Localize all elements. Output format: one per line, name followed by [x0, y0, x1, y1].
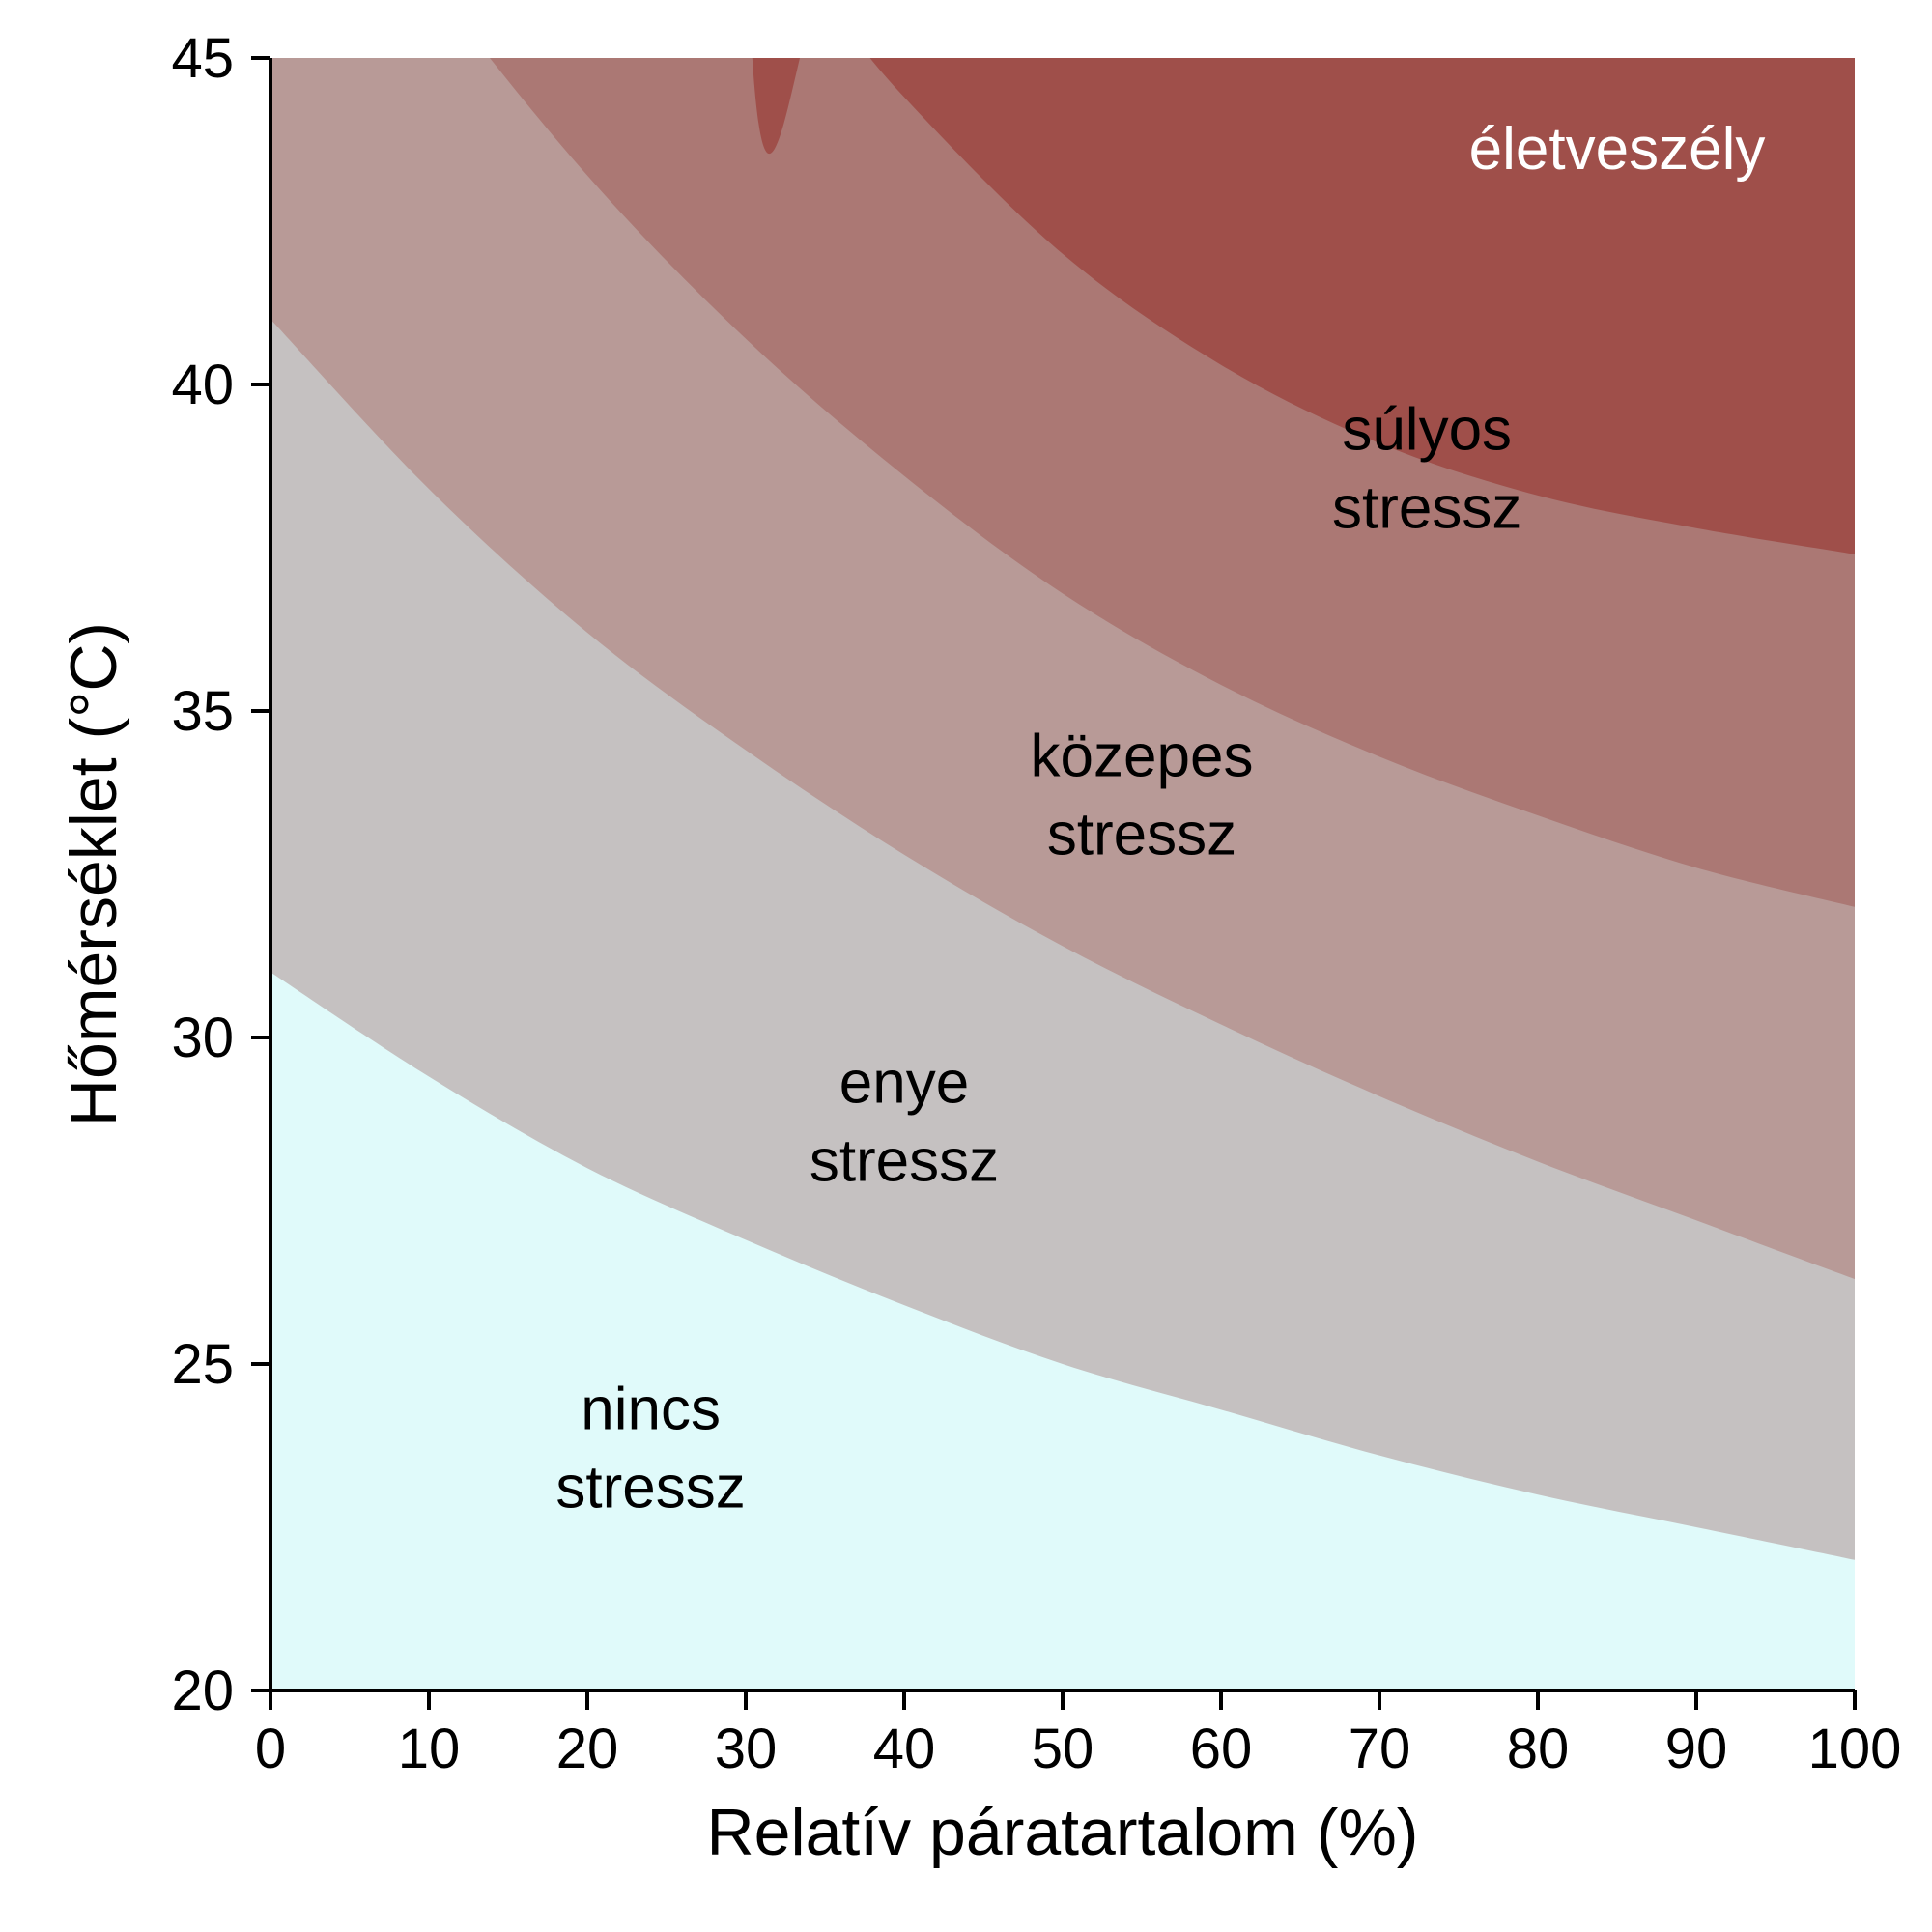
x-tick-label: 10: [398, 1718, 461, 1780]
y-tick-label: 20: [171, 1660, 234, 1722]
x-tick-label: 70: [1349, 1718, 1411, 1780]
zone_label_3b: stressz: [1047, 802, 1236, 868]
y-tick-label: 40: [171, 354, 234, 416]
y-tick-label: 35: [171, 680, 234, 743]
zone_label_4a: súlyos: [1342, 397, 1512, 464]
y-tick-label: 25: [171, 1333, 234, 1396]
zone_label_1a: nincs: [581, 1377, 721, 1443]
x-axis-label: Relatív páratartalom (%): [707, 1796, 1419, 1869]
x-tick-label: 30: [715, 1718, 778, 1780]
x-tick-label: 90: [1665, 1718, 1728, 1780]
x-tick-label: 100: [1808, 1718, 1902, 1780]
zone_label_2b: stressz: [810, 1128, 999, 1195]
zone_label_3a: közepes: [1031, 724, 1254, 790]
x-tick-label: 0: [255, 1718, 286, 1780]
x-tick-label: 80: [1507, 1718, 1570, 1780]
y-tick-label: 45: [171, 27, 234, 90]
zone_label_5: életveszély: [1469, 116, 1766, 183]
zone_label_2a: enye: [839, 1050, 969, 1117]
x-tick-label: 60: [1190, 1718, 1253, 1780]
x-tick-label: 40: [873, 1718, 936, 1780]
x-tick-label: 50: [1032, 1718, 1094, 1780]
zone_label_1b: stressz: [555, 1455, 745, 1521]
x-tick-label: 20: [556, 1718, 619, 1780]
zone_label_4b: stressz: [1332, 475, 1521, 542]
heat-stress-chart: 0 10 20 30 40 50 60 70 80 90 100 20 25 30 35 40 45 nincs…: [0, 0, 1932, 1932]
y-axis-label: Hőmérséklet (°C): [57, 622, 130, 1126]
y-tick-label: 30: [171, 1007, 234, 1069]
